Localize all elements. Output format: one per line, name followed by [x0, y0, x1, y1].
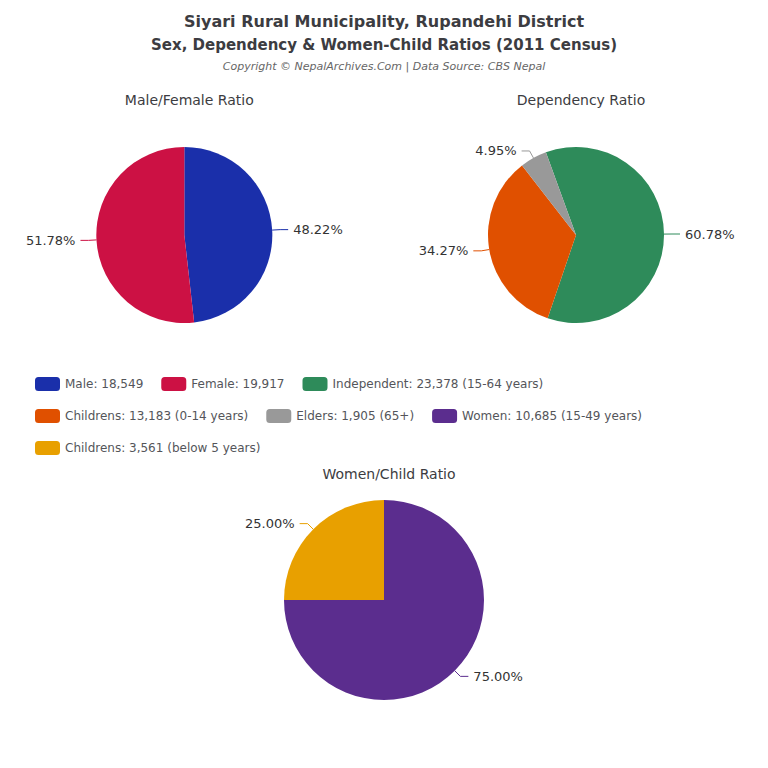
svg-text:34.27%: 34.27% — [419, 243, 469, 258]
svg-text:Male/Female Ratio: Male/Female Ratio — [125, 92, 254, 108]
svg-text:Elders: 1,905 (65+): Elders: 1,905 (65+) — [296, 409, 414, 423]
svg-text:Childrens: 3,561 (below 5 year: Childrens: 3,561 (below 5 years) — [65, 441, 260, 455]
svg-text:Women: 10,685 (15-49 years): Women: 10,685 (15-49 years) — [462, 409, 642, 423]
svg-text:4.95%: 4.95% — [475, 143, 516, 158]
svg-text:Independent: 23,378 (15-64 yea: Independent: 23,378 (15-64 years) — [333, 377, 544, 391]
svg-text:Sex, Dependency & Women-Child: Sex, Dependency & Women-Child Ratios (20… — [151, 36, 617, 54]
svg-text:25.00%: 25.00% — [245, 516, 295, 531]
svg-text:60.78%: 60.78% — [685, 227, 735, 242]
svg-text:Childrens: 13,183 (0-14 years): Childrens: 13,183 (0-14 years) — [65, 409, 248, 423]
svg-text:48.22%: 48.22% — [293, 222, 343, 237]
svg-text:Women/Child Ratio: Women/Child Ratio — [322, 466, 455, 482]
svg-text:Copyright © NepalArchives.Com: Copyright © NepalArchives.Com | Data Sou… — [223, 60, 545, 73]
svg-text:Siyari Rural Municipality, Rup: Siyari Rural Municipality, Rupandehi Dis… — [184, 12, 584, 31]
svg-text:51.78%: 51.78% — [26, 233, 76, 248]
svg-text:75.00%: 75.00% — [473, 669, 523, 684]
svg-text:Dependency Ratio: Dependency Ratio — [517, 92, 646, 108]
svg-text:Male: 18,549: Male: 18,549 — [65, 377, 143, 391]
svg-text:Female: 19,917: Female: 19,917 — [191, 377, 284, 391]
